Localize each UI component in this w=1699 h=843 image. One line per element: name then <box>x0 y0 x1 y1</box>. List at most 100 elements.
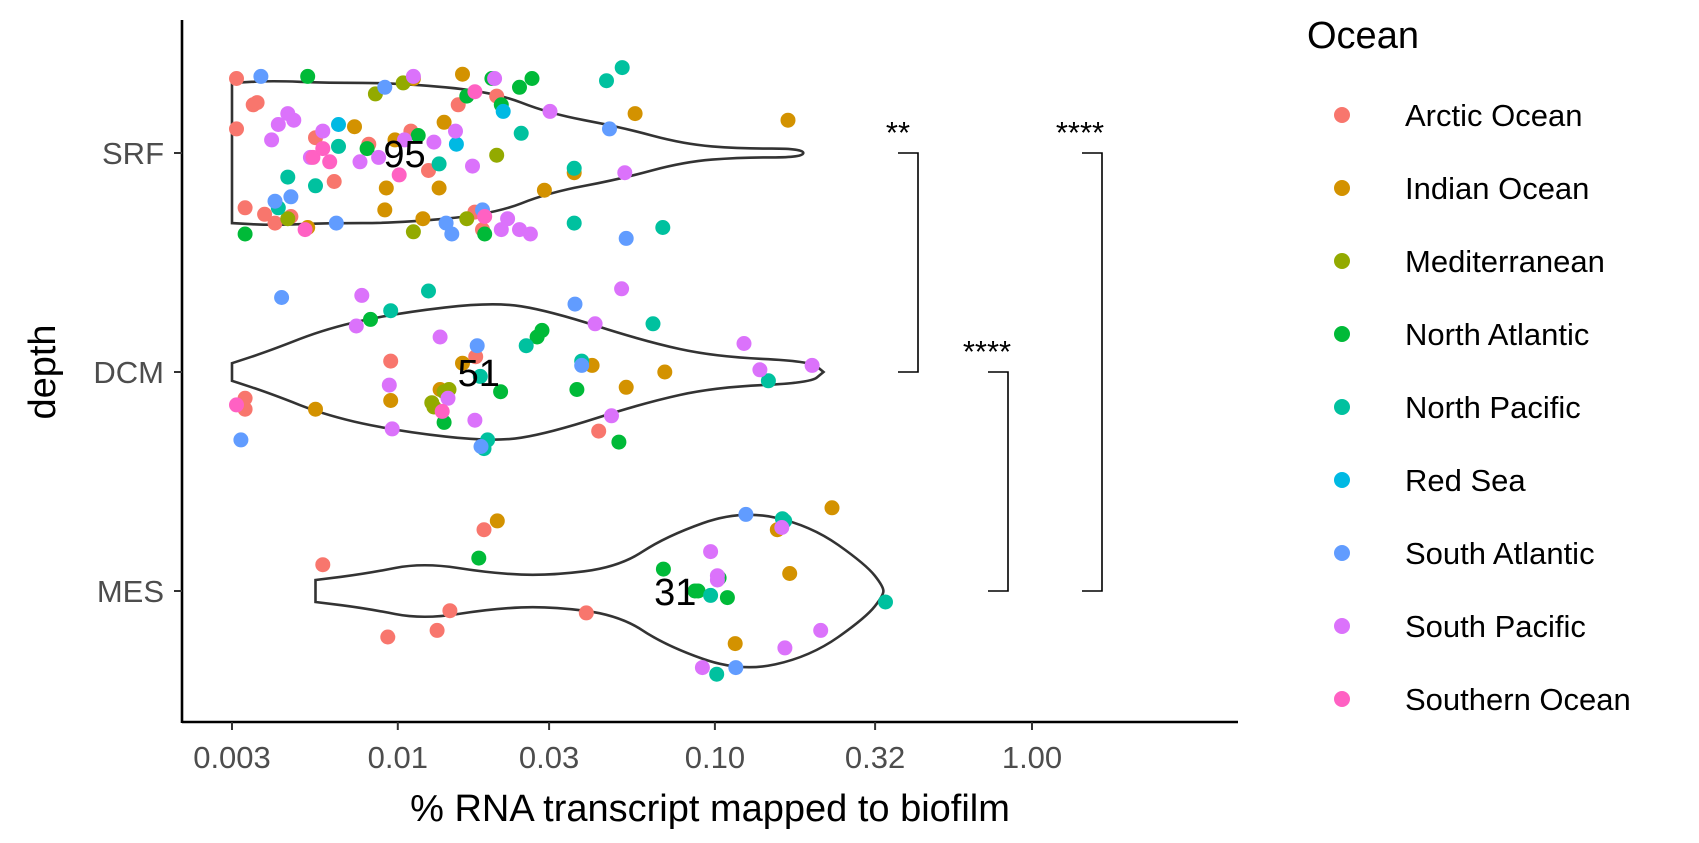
point-srf-southern-ocean-95 <box>391 167 407 183</box>
point-srf-indian-ocean-26 <box>455 66 470 82</box>
point-srf-south-pacific-86 <box>500 211 516 227</box>
legend-label: Red Sea <box>1405 463 1526 498</box>
violin-dcm <box>230 303 826 441</box>
x-tick-label: 0.01 <box>368 740 428 775</box>
point-mes-south-pacific-29 <box>777 640 793 656</box>
point-srf-arctic-ocean-0 <box>229 71 244 86</box>
x-tick-label: 0.32 <box>845 740 905 775</box>
point-dcm-north-atlantic-23 <box>611 434 627 450</box>
point-srf-north-atlantic-46 <box>524 71 540 86</box>
point-srf-south-pacific-81 <box>426 134 442 150</box>
point-mes-indian-ocean-7 <box>727 636 743 652</box>
point-srf-southern-ocean-96 <box>467 84 483 100</box>
legend-key <box>1334 545 1350 561</box>
point-dcm-arctic-ocean-5 <box>591 423 607 439</box>
legend-key <box>1334 180 1350 196</box>
point-srf-southern-ocean-93 <box>315 141 331 157</box>
point-srf-indian-ocean-24 <box>431 180 447 196</box>
point-srf-red-sea-58 <box>331 117 346 132</box>
point-dcm-mediterranean-15 <box>424 395 440 411</box>
point-srf-south-pacific-76 <box>315 123 331 139</box>
point-srf-south-pacific-89 <box>542 103 558 119</box>
point-srf-north-pacific-57 <box>655 220 671 235</box>
point-srf-south-atlantic-63 <box>283 189 299 205</box>
point-srf-arctic-ocean-2 <box>237 200 253 216</box>
point-dcm-north-atlantic-21 <box>534 322 550 338</box>
point-srf-north-atlantic-45 <box>512 79 527 95</box>
point-srf-north-atlantic-42 <box>477 226 493 242</box>
point-srf-arctic-ocean-9 <box>326 174 342 189</box>
point-dcm-indian-ocean-8 <box>455 355 470 371</box>
point-dcm-north-pacific-24 <box>383 303 399 319</box>
point-dcm-south-pacific-39 <box>348 318 364 334</box>
points-layer <box>229 60 893 682</box>
point-mes-north-pacific-20 <box>703 587 719 603</box>
point-mes-south-atlantic-22 <box>738 506 754 522</box>
point-mes-arctic-ocean-2 <box>429 622 445 638</box>
point-srf-north-atlantic-40 <box>410 128 426 143</box>
point-srf-arctic-ocean-6 <box>267 215 283 231</box>
point-srf-arctic-ocean-5 <box>257 206 273 222</box>
sig-label: **** <box>1056 115 1104 150</box>
point-srf-north-pacific-48 <box>280 169 296 185</box>
point-srf-south-pacific-84 <box>487 71 503 86</box>
violin-mes <box>314 513 885 669</box>
legend-label: South Atlantic <box>1405 536 1595 571</box>
point-srf-south-atlantic-69 <box>602 121 617 137</box>
legend-item-indian-ocean: Indian Ocean <box>1334 171 1589 206</box>
point-srf-mediterranean-35 <box>459 211 475 227</box>
point-mes-south-atlantic-23 <box>728 660 744 676</box>
point-mes-indian-ocean-6 <box>489 513 505 529</box>
legend-item-north-atlantic: North Atlantic <box>1334 317 1589 352</box>
point-dcm-south-atlantic-34 <box>274 290 290 305</box>
count-label-srf: 95 <box>383 134 425 176</box>
count-label-dcm: 51 <box>458 353 500 395</box>
point-srf-indian-ocean-23 <box>415 211 431 227</box>
point-mes-north-atlantic-14 <box>690 583 706 599</box>
point-srf-southern-ocean-92 <box>305 149 321 165</box>
x-tick-label: 0.003 <box>193 740 271 775</box>
legend-item-arctic-ocean: Arctic Ocean <box>1334 98 1582 133</box>
legend-key <box>1334 253 1350 269</box>
point-srf-south-atlantic-61 <box>253 68 269 84</box>
legend-item-red-sea: Red Sea <box>1334 463 1526 498</box>
point-mes-north-atlantic-12 <box>655 561 671 577</box>
point-dcm-south-pacific-47 <box>604 408 619 424</box>
point-srf-indian-ocean-25 <box>436 114 452 130</box>
point-srf-southern-ocean-97 <box>477 209 493 224</box>
point-srf-indian-ocean-30 <box>780 112 796 128</box>
point-srf-north-atlantic-37 <box>237 226 253 242</box>
sig-bracket-line <box>898 152 919 373</box>
legend-key <box>1334 399 1350 415</box>
sig-bracket-srf-mes: **** <box>1056 115 1104 592</box>
point-mes-north-pacific-21 <box>878 594 893 610</box>
legend-key <box>1334 472 1350 488</box>
point-srf-mediterranean-34 <box>405 224 421 240</box>
count-label-mes: 31 <box>654 572 696 614</box>
point-srf-red-sea-60 <box>495 103 511 119</box>
point-srf-indian-ocean-29 <box>627 106 643 122</box>
point-srf-north-pacific-56 <box>614 60 630 76</box>
point-srf-south-pacific-83 <box>465 158 480 174</box>
x-tick-label: 0.10 <box>685 740 745 775</box>
point-srf-arctic-ocean-4 <box>249 95 265 111</box>
point-srf-south-pacific-82 <box>448 123 463 139</box>
point-dcm-north-atlantic-22 <box>569 382 585 397</box>
point-dcm-south-pacific-48 <box>614 281 630 297</box>
point-srf-south-pacific-79 <box>397 132 412 148</box>
sig-bracket-dcm-mes: **** <box>963 334 1011 592</box>
sig-bracket-srf-dcm: ** <box>886 115 919 373</box>
legend-title: Ocean <box>1307 15 1419 57</box>
point-srf-south-atlantic-65 <box>377 79 393 95</box>
point-dcm-north-pacific-31 <box>472 368 488 384</box>
count-labels: 95 51 31 <box>383 134 696 614</box>
point-srf-south-pacific-88 <box>522 226 538 242</box>
point-dcm-south-atlantic-37 <box>567 296 583 312</box>
point-dcm-north-atlantic-19 <box>493 384 509 400</box>
legend-key <box>1334 691 1350 707</box>
sig-bracket-line <box>1082 152 1103 592</box>
point-srf-south-atlantic-62 <box>267 193 283 209</box>
point-srf-south-pacific-72 <box>270 117 286 132</box>
point-dcm-indian-ocean-11 <box>657 364 673 380</box>
point-dcm-south-pacific-51 <box>804 357 820 373</box>
